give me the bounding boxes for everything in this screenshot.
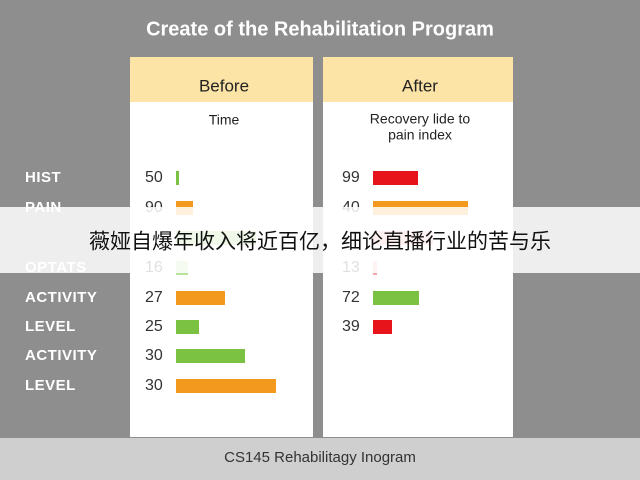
row-label: LEVEL: [25, 318, 76, 335]
bar: [373, 291, 419, 305]
bar: [176, 379, 276, 393]
row-label: HIST: [25, 169, 61, 186]
row-label: ACTIVITY: [25, 347, 97, 364]
panel-header-band: [130, 57, 313, 102]
after-value: 72: [342, 289, 360, 306]
panel-header: Before: [199, 76, 249, 95]
panel-subtitle: Time: [209, 112, 240, 128]
row-label: LEVEL: [25, 377, 76, 394]
after-value: 99: [342, 169, 360, 186]
before-value: 27: [145, 289, 163, 306]
bar: [176, 171, 179, 185]
panel-subtitle: Recovery lide to: [370, 111, 471, 127]
footer-band: [0, 438, 640, 480]
bar: [176, 349, 245, 363]
before-value: 25: [145, 318, 163, 335]
before-value: 30: [145, 377, 163, 394]
row-label: ACTIVITY: [25, 289, 97, 306]
title: Create of the Rehabilitation Program: [146, 18, 494, 40]
panel-subtitle: pain index: [388, 127, 452, 143]
before-value: 30: [145, 347, 163, 364]
bar: [373, 320, 392, 334]
bar: [373, 171, 418, 185]
before-value: 50: [145, 169, 163, 186]
banner-text: 薇娅自爆年收入将近百亿，细论直播行业的苦与乐: [89, 231, 551, 254]
after-value: 39: [342, 318, 360, 335]
footer: CS145 Rehabilitagy Inogram: [224, 449, 416, 466]
bar: [176, 320, 199, 334]
bar: [176, 291, 225, 305]
panel-header-band: [323, 57, 513, 102]
panel-header: After: [402, 76, 438, 95]
banner: [0, 207, 640, 273]
